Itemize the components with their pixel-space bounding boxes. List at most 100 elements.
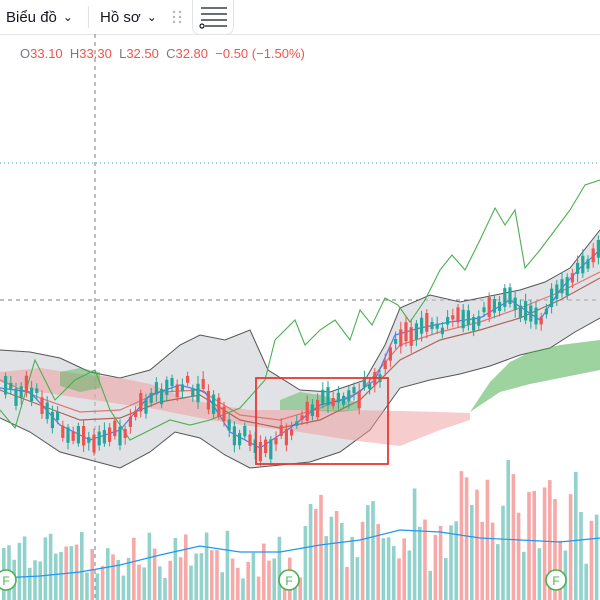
volume-bar (85, 572, 89, 600)
candle-body (394, 339, 398, 344)
candle-body (134, 410, 138, 418)
top-toolbar: Biểu đồ ⌄ Hồ sơ ⌄ (0, 0, 600, 35)
chevron-down-icon: ⌄ (62, 10, 73, 24)
moving-average-slow-line (0, 277, 600, 429)
volume-bar (241, 578, 245, 600)
candle-body (310, 404, 314, 417)
volume-bar (376, 524, 380, 600)
volume-bar (199, 553, 204, 600)
candle-body (316, 399, 320, 418)
volume-bar (168, 560, 172, 600)
volume-bar (215, 550, 219, 600)
volume-bar (496, 544, 500, 600)
candle-body (539, 316, 543, 325)
candle-body (596, 239, 600, 258)
candle-body (264, 439, 268, 454)
volume-bar (490, 522, 495, 600)
volume-bar (111, 554, 115, 600)
volume-bar (54, 553, 58, 600)
volume-bar (423, 519, 427, 600)
close-value: 32.80 (175, 46, 209, 61)
ichimoku-cloud-bullish (470, 340, 600, 412)
volume-bar (163, 578, 167, 600)
candle-body (399, 329, 403, 347)
candle-body (331, 398, 335, 407)
volume-bar (116, 560, 120, 600)
volume-bar (397, 558, 401, 600)
volume-bar (48, 533, 53, 600)
volume-bar (251, 552, 256, 600)
volume-bar (319, 494, 323, 600)
candle-body (170, 377, 174, 387)
candle-body (243, 425, 247, 437)
volume-bar (501, 505, 505, 600)
open-value: 33.10 (30, 46, 63, 61)
low-key: L (119, 46, 127, 61)
drag-grip-icon[interactable] (172, 9, 182, 25)
volume-bar (272, 558, 276, 600)
profile-menu-button[interactable]: Hồ sơ ⌄ (100, 0, 157, 34)
volume-bar (527, 491, 531, 600)
candle-body (326, 387, 330, 406)
candle-body (56, 411, 60, 421)
volume-bar (360, 521, 365, 600)
chart-menu-button[interactable]: Biểu đồ ⌄ (6, 0, 73, 34)
candle-body (97, 431, 101, 446)
candle-body (40, 397, 44, 414)
candle-body (180, 384, 184, 392)
volume-bar (511, 474, 516, 600)
candle-body (35, 388, 39, 394)
volume-bar (589, 520, 594, 600)
candle-body (456, 307, 460, 323)
volume-bar (80, 532, 84, 600)
candle-body (222, 406, 226, 421)
volume-bar (132, 537, 136, 600)
candle-body (50, 411, 54, 429)
volume-bar (189, 565, 193, 600)
candle-body (9, 382, 13, 391)
volume-bar (464, 477, 469, 600)
highlight-box (255, 377, 389, 465)
candle-body (560, 279, 564, 294)
candle-body (66, 427, 70, 443)
candle-body (186, 375, 190, 383)
candle-body (201, 378, 205, 389)
event-marker-label: F (285, 574, 292, 588)
volume-bar (574, 471, 578, 600)
volume-bar (334, 511, 339, 600)
volume-bar (303, 526, 308, 600)
volume-bar (28, 567, 32, 600)
indicators-button[interactable] (192, 0, 234, 35)
candle-body (586, 259, 590, 269)
volume-bar (392, 546, 396, 600)
volume-bar (204, 532, 209, 600)
profile-menu-label: Hồ sơ (100, 8, 141, 26)
volume-bar (267, 560, 271, 600)
candle-body (248, 434, 252, 446)
event-marker-label: F (2, 574, 9, 588)
candle-body (492, 299, 496, 313)
volume-bar (454, 521, 458, 600)
volume-bar (225, 530, 230, 600)
candle-body (191, 388, 195, 396)
volume-bar (584, 563, 588, 600)
volume-bar (516, 512, 521, 600)
volume-bar (147, 532, 152, 600)
volume-bar (178, 557, 183, 600)
candle-body (414, 323, 418, 340)
volume-bar (537, 548, 542, 600)
candle-body (87, 437, 91, 443)
candle-body (513, 297, 517, 310)
candle-body (487, 297, 491, 317)
bollinger-band-fill (0, 230, 600, 468)
volume-bar (236, 567, 240, 600)
volume-bar (324, 536, 328, 600)
event-marker-icon (545, 569, 567, 591)
candle-body (71, 431, 75, 441)
volume-bar (262, 543, 266, 600)
volume-bar (522, 551, 526, 600)
chevron-down-icon: ⌄ (146, 10, 157, 24)
volume-bar (43, 537, 48, 600)
candle-body (347, 390, 351, 402)
